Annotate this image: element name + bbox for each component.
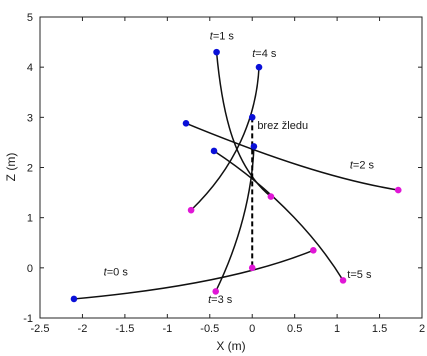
- annotation-label-4: t=3 s: [208, 294, 233, 306]
- end-point-6: [339, 277, 347, 284]
- start-point-3: [182, 120, 190, 127]
- y-tick-label: -1: [23, 313, 33, 325]
- x-tick-label: -1: [162, 323, 172, 335]
- x-tick-label: 0.5: [287, 323, 302, 335]
- y-tick-label: 1: [27, 213, 33, 225]
- start-point-6: [210, 147, 218, 155]
- x-tick-label: -1.5: [115, 323, 134, 335]
- static-top-point: [248, 114, 256, 121]
- trajectory-line-5: [190, 67, 260, 211]
- x-tick-label: 1.5: [372, 323, 387, 335]
- annotation-label-1: t=0 s: [104, 266, 129, 278]
- static-bottom-point: [248, 264, 256, 272]
- x-tick-label: -2.5: [31, 323, 50, 335]
- y-axis-label: Z (m): [4, 153, 18, 182]
- start-point-4: [250, 143, 258, 150]
- trajectory-line-3: [185, 122, 399, 191]
- end-point-4: [212, 288, 220, 295]
- trajectory-line-1: [73, 249, 314, 300]
- y-tick-label: 2: [27, 163, 33, 175]
- end-point-1: [310, 246, 317, 254]
- start-point-5: [255, 63, 263, 71]
- annotations: t=0 s t=1 s t=2 s t=3 s t=4 s t=5 s brez žledu: [104, 31, 375, 306]
- annotation-label-6: t=5 s: [347, 269, 372, 281]
- trajectory-line-4: [215, 146, 255, 292]
- x-tick-label: 2: [419, 323, 425, 335]
- x-tick-label: -2: [78, 323, 88, 335]
- plot-area: [39, 16, 423, 319]
- y-tick-label: 5: [27, 12, 33, 24]
- x-tick-label: 1: [334, 323, 340, 335]
- y-tick-label: 4: [27, 62, 33, 74]
- trajectory-lines: [73, 52, 399, 300]
- start-point-2: [213, 48, 220, 56]
- y-tick-label: 0: [27, 263, 33, 275]
- end-point-2: [267, 193, 275, 200]
- y-tick-label: 3: [27, 112, 33, 124]
- trajectory-line-6: [213, 150, 344, 281]
- end-point-3: [394, 186, 402, 194]
- x-tick-label: -0.5: [200, 323, 219, 335]
- axis-ticks: -2.5 -2 -1.5 -1 -0.5 0 0.5 1 1.5 2 -1 0 1 2 3 4 5: [23, 12, 425, 335]
- end-point-5: [187, 206, 195, 214]
- start-point-1: [70, 295, 78, 303]
- x-axis-label: X (m): [216, 339, 245, 353]
- annotation-label-3: t=2 s: [350, 160, 375, 172]
- annotation-label-2: t=1 s: [210, 31, 235, 43]
- annotation-label-7: brez žledu: [257, 120, 308, 132]
- trajectory-points: [70, 48, 402, 303]
- x-tick-label: 0: [249, 323, 255, 335]
- annotation-label-5: t=4 s: [252, 48, 277, 60]
